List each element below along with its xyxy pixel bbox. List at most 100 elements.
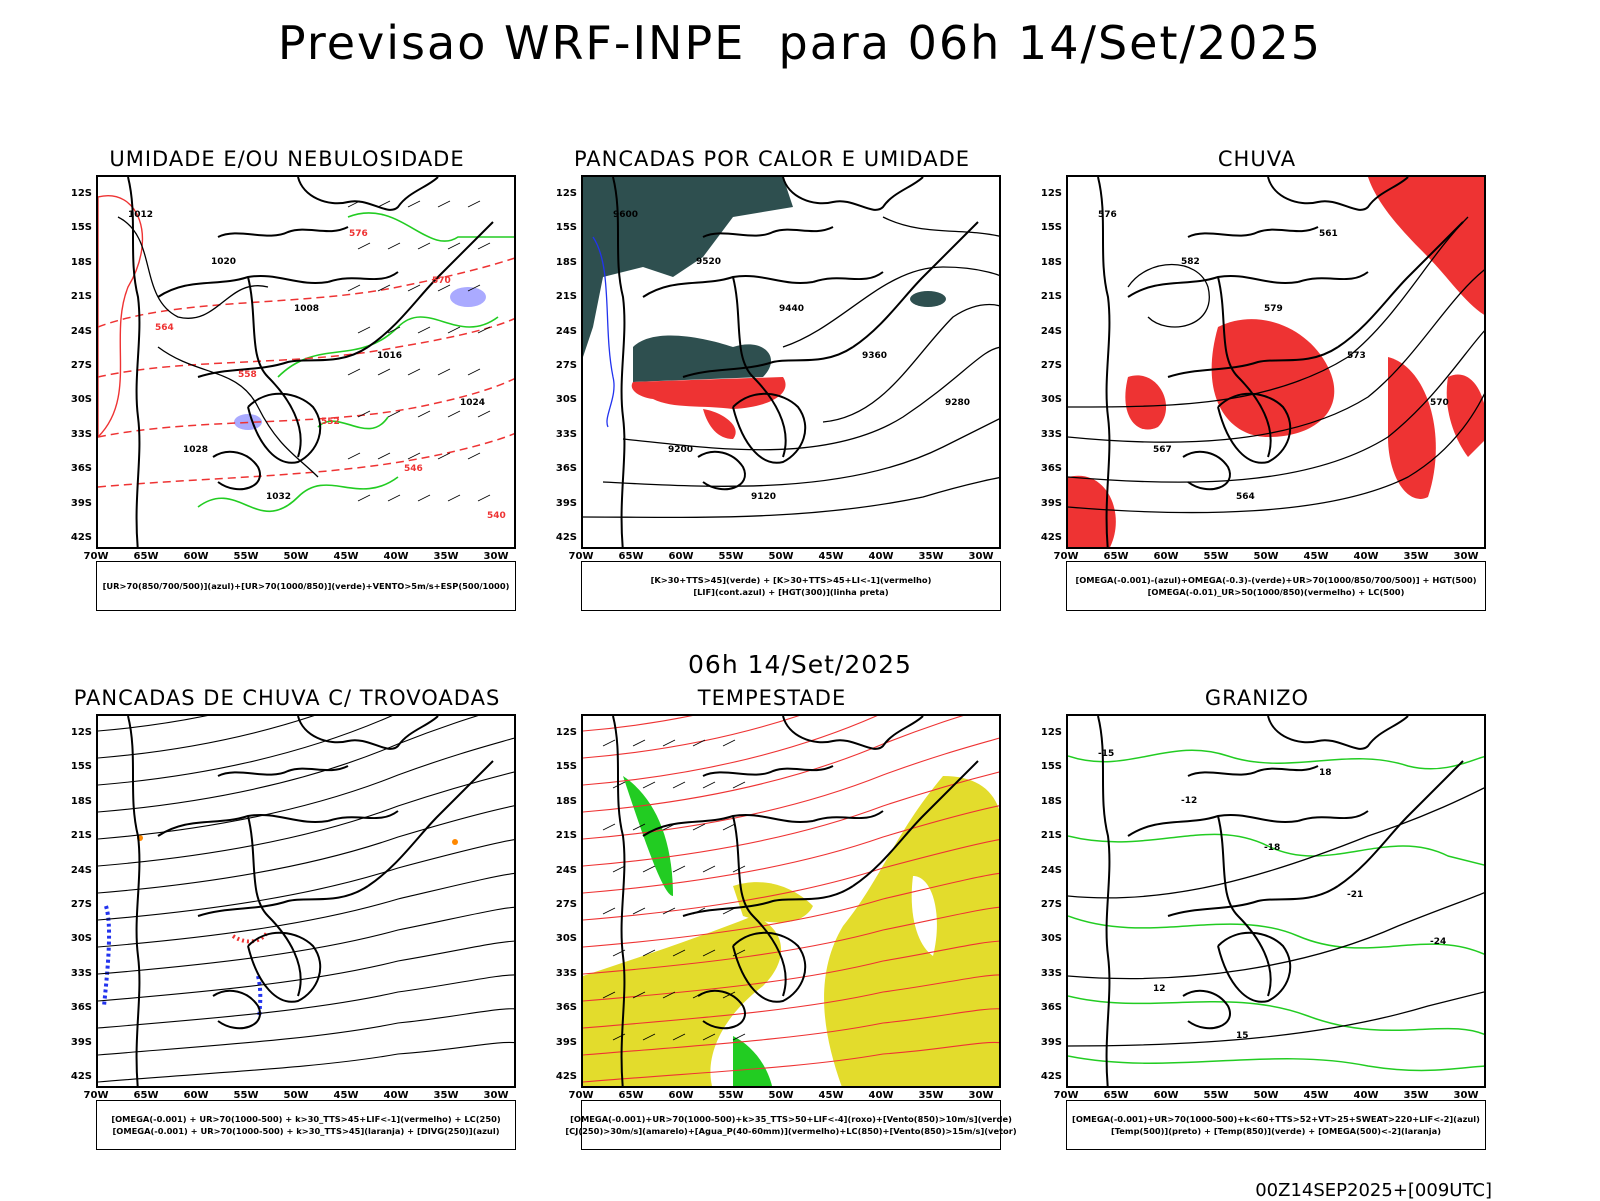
lat-label: 12S <box>1040 188 1062 199</box>
country-border <box>1167 885 1339 917</box>
lon-label: 30W <box>483 551 509 562</box>
lat-label: 18S <box>70 795 92 807</box>
lon-label: 30W <box>1453 551 1479 562</box>
contour-label: 18 <box>1319 768 1332 778</box>
panel-legend: [OMEGA(-0.001)+UR>70(1000-500)+k<60+TTS>… <box>1066 1100 1486 1150</box>
country-border <box>1127 275 1299 298</box>
wind-vector <box>602 907 616 915</box>
contour-label: 546 <box>404 464 423 474</box>
wind-vector <box>447 410 461 418</box>
lon-label: 50W <box>283 1090 309 1101</box>
country-border <box>1217 276 1272 458</box>
lat-label: 36S <box>555 463 577 475</box>
wind-vector <box>732 949 746 957</box>
wind-vector <box>477 410 491 418</box>
country-border <box>782 716 924 750</box>
lon-label: 50W <box>283 551 309 562</box>
lat-label: 24S <box>555 325 577 337</box>
map-svg: 576 582 579 573 570 567 564 561 <box>1068 177 1484 547</box>
wind-vector <box>417 410 431 418</box>
lon-label: 50W <box>768 551 794 562</box>
wind-vector <box>602 739 616 747</box>
lat-label: 12S <box>555 188 577 199</box>
country-border <box>247 276 302 458</box>
country-border <box>217 226 349 238</box>
lat-label: 39S <box>70 1036 92 1048</box>
lon-label: 60W <box>183 551 209 562</box>
streamline <box>98 716 315 759</box>
lon-label: 35W <box>1403 1090 1429 1101</box>
country-border <box>297 177 439 211</box>
lon-label: 70W <box>568 551 594 562</box>
legend-line: [OMEGA(-0.01)_UR>50(1000/850)(vermelho) … <box>1147 587 1405 597</box>
wind-vector <box>467 368 481 376</box>
contour-label: 1024 <box>460 398 485 408</box>
lat-label: 12S <box>70 727 92 738</box>
panel-legend: [OMEGA(-0.001)+UR>70(1000-500)+k>35_TTS>… <box>565 1100 1017 1150</box>
wind-vector <box>357 494 371 502</box>
wind-vector <box>467 284 481 292</box>
contour-label: 15 <box>1236 1031 1249 1041</box>
country-border <box>1217 815 1272 997</box>
lon-label: 30W <box>1453 1090 1479 1101</box>
lat-label: 36S <box>1040 463 1062 475</box>
contour-label: 9360 <box>862 351 887 361</box>
contour-label: 558 <box>238 370 257 380</box>
country-border <box>297 716 439 750</box>
lat-label: 21S <box>1040 830 1062 842</box>
streamline <box>583 737 999 840</box>
contour-label: 570 <box>432 276 451 286</box>
lat-label: 36S <box>555 1002 577 1014</box>
wind-vector <box>407 368 421 376</box>
panel-legend: [UR>70(850/700/500)](azul)+[UR>70(1000/8… <box>96 561 516 611</box>
wind-vector <box>692 739 706 747</box>
run-footer: 00Z14SEP2025+[009UTC] <box>1255 1180 1492 1201</box>
wind-vector <box>347 284 361 292</box>
streamline <box>98 716 479 813</box>
lat-label: 42S <box>555 1071 577 1082</box>
lat-label: 27S <box>555 360 577 371</box>
panel-title: PANCADAS DE CHUVA C/ TROVOADAS <box>73 686 501 710</box>
wind-vector <box>357 410 371 418</box>
streamline <box>583 839 999 921</box>
country-border <box>612 716 626 1086</box>
country-border <box>1267 716 1409 750</box>
wind-vector <box>692 823 706 831</box>
wind-vector <box>467 452 481 460</box>
map-svg <box>98 716 514 1086</box>
streamline <box>583 974 999 1029</box>
country-border <box>732 931 807 1003</box>
lat-label: 27S <box>1040 360 1062 371</box>
lon-label: 40W <box>383 1090 409 1101</box>
lat-label: 27S <box>70 360 92 371</box>
contour-label: 564 <box>1236 492 1255 502</box>
streamline <box>98 771 514 867</box>
lon-label: 70W <box>83 551 109 562</box>
contour-label: 579 <box>1264 304 1283 314</box>
wind-vector <box>437 200 451 208</box>
lon-label: 50W <box>1253 551 1279 562</box>
lon-label: 60W <box>1153 551 1179 562</box>
lon-label: 55W <box>1203 1090 1229 1101</box>
streamline <box>98 716 393 786</box>
map-svg <box>583 716 999 1086</box>
streamline <box>98 872 514 948</box>
lat-label: 39S <box>555 497 577 509</box>
country-border <box>1097 716 1111 1086</box>
contour-label: 1016 <box>377 351 402 361</box>
country-border <box>697 450 746 491</box>
wind-vector <box>612 865 626 873</box>
wind-vector <box>722 823 736 831</box>
legend-line: [K>30+TTS>45](verde) + [K>30+TTS>45+LI<-… <box>650 575 932 585</box>
wind-vector <box>387 410 401 418</box>
lon-label: 40W <box>868 551 894 562</box>
streamline <box>583 906 999 975</box>
lon-label: 45W <box>333 1090 359 1101</box>
wind-vector <box>387 242 401 250</box>
lat-label: 36S <box>1040 1002 1062 1014</box>
lat-label: 12S <box>70 188 92 199</box>
country-border <box>367 760 494 887</box>
panel-title: GRANIZO <box>1204 686 1310 710</box>
panel-title: PANCADAS POR CALOR E UMIDADE <box>573 147 971 171</box>
panel-legend: [OMEGA(-0.001)-(azul)+OMEGA(-0.3)-(verde… <box>1066 561 1486 611</box>
